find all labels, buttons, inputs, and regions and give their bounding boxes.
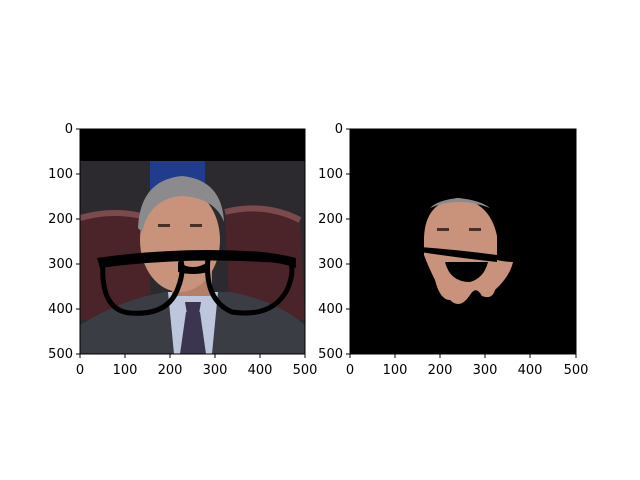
left-panel-image [80, 129, 305, 354]
right-eye-right [469, 228, 481, 231]
left-y-axis: 0 100 200 300 400 500 [48, 122, 80, 362]
left-chair-carving-right [224, 205, 302, 223]
right-hair-fragment [430, 198, 490, 208]
left-x-tick-label: 200 [158, 363, 183, 378]
right-mouth-mask-hole [445, 262, 488, 282]
left-x-axis: 0 100 200 300 400 500 [76, 354, 318, 378]
glasses-top-bar [97, 250, 296, 268]
left-x-tick-label: 100 [113, 363, 138, 378]
right-y-tick-label: 300 [318, 257, 343, 272]
left-axes-frame [79, 128, 306, 355]
right-x-tick-label: 500 [564, 363, 589, 378]
glasses-right-lens [205, 257, 295, 316]
left-y-tick-label: 300 [48, 257, 73, 272]
glasses-bridge [178, 262, 208, 274]
right-glasses-bar [420, 247, 497, 262]
right-x-axis: 0 100 200 300 400 500 [346, 354, 589, 378]
right-x-tick-label: 0 [346, 363, 354, 378]
left-y-tick-label: 400 [48, 302, 73, 317]
right-y-axis: 0 100 200 300 400 500 [318, 122, 350, 362]
left-x-tick-label: 500 [293, 363, 318, 378]
left-y-tick-label: 200 [48, 212, 73, 227]
left-x-tick-label: 400 [248, 363, 273, 378]
left-eye-left [158, 224, 170, 227]
left-x-tick-label: 0 [76, 363, 84, 378]
left-x-tick-label: 300 [203, 363, 228, 378]
right-y-tick-label: 400 [318, 302, 343, 317]
left-y-tick-label: 0 [65, 122, 73, 137]
right-x-tick-label: 100 [383, 363, 408, 378]
right-y-tick-label: 200 [318, 212, 343, 227]
right-axes-frame [349, 128, 577, 355]
left-hair [138, 176, 224, 232]
left-tie [180, 312, 206, 354]
left-tie-knot [185, 302, 201, 314]
right-panel-image [350, 129, 576, 354]
left-y-tick-label: 500 [48, 347, 73, 362]
left-eye-right [190, 224, 202, 227]
right-x-tick-label: 400 [518, 363, 543, 378]
right-x-tick-label: 300 [473, 363, 498, 378]
right-y-tick-label: 100 [318, 167, 343, 182]
left-glasses-overlay [97, 250, 296, 316]
right-y-tick-label: 500 [318, 347, 343, 362]
right-x-tick-label: 200 [428, 363, 453, 378]
left-y-tick-label: 100 [48, 167, 73, 182]
right-eye-left [437, 228, 449, 231]
right-y-tick-label: 0 [335, 122, 343, 137]
left-top-black-band [80, 129, 305, 161]
right-masked-face [424, 198, 513, 304]
